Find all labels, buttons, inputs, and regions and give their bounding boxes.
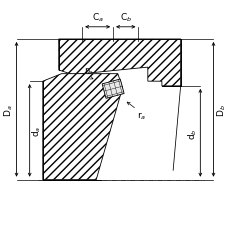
Text: D$_a$: D$_a$ <box>2 104 15 116</box>
Text: C$_b$: C$_b$ <box>119 11 131 24</box>
Text: D$_b$: D$_b$ <box>214 104 227 116</box>
Text: d$_a$: d$_a$ <box>30 125 43 136</box>
Text: d$_b$: d$_b$ <box>186 127 199 139</box>
Text: r$_b$: r$_b$ <box>84 66 93 77</box>
Text: r$_a$: r$_a$ <box>136 110 145 121</box>
Polygon shape <box>43 74 122 180</box>
Polygon shape <box>102 80 124 99</box>
Polygon shape <box>58 40 180 87</box>
Text: C$_a$: C$_a$ <box>91 11 103 24</box>
